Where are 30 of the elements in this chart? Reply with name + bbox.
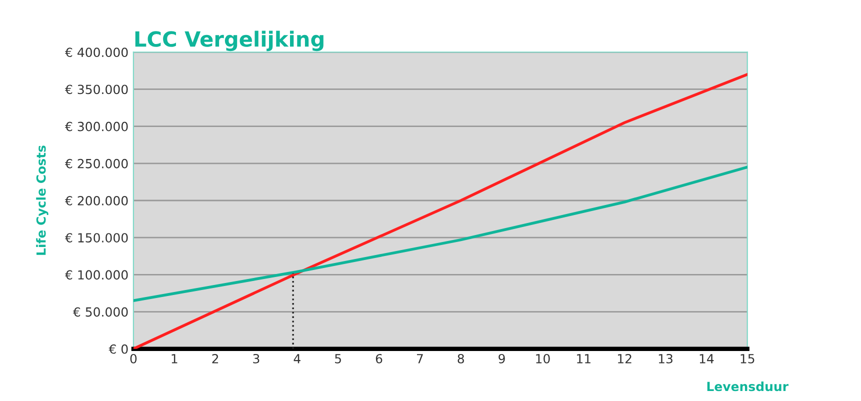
x-tick-label: 5	[335, 354, 341, 364]
x-tick-label: 9	[498, 354, 505, 364]
x-tick-label: 11	[577, 354, 590, 364]
y-tick-label: € 0	[108, 344, 128, 354]
line-series	[133, 166, 748, 302]
y-tick-label: € 100.000	[64, 270, 128, 280]
x-tick-label: 0	[130, 354, 137, 364]
x-tick-label: 1	[172, 354, 178, 364]
x-tick-label: 6	[376, 354, 382, 364]
x-tick-label: 4	[294, 354, 300, 364]
x-tick-label: 3	[253, 354, 260, 364]
y-tick-label: € 200.000	[64, 196, 128, 206]
line-series	[133, 72, 748, 349]
y-tick-label: € 350.000	[64, 84, 128, 94]
x-tick-label: 12	[618, 354, 632, 364]
x-tick-label: 2	[212, 354, 218, 364]
x-tick-label: 10	[536, 354, 550, 364]
y-tick-label: € 50.000	[72, 307, 128, 317]
x-tick-label: 8	[458, 354, 464, 364]
y-axis-title: Life Cycle Costs	[36, 146, 48, 255]
x-tick-label: 15	[740, 354, 754, 364]
chart-title: LCC Vergelijking	[135, 30, 324, 52]
y-tick-label: € 150.000	[64, 233, 128, 243]
x-axis-title: Levensduur	[707, 382, 788, 392]
x-tick-label: 7	[416, 354, 423, 364]
y-tick-label: € 300.000	[64, 122, 128, 132]
x-tick-label: 14	[700, 354, 714, 364]
y-tick-label: € 400.000	[64, 48, 128, 58]
x-tick-label: 13	[658, 354, 672, 364]
y-tick-label: € 250.000	[64, 158, 128, 168]
